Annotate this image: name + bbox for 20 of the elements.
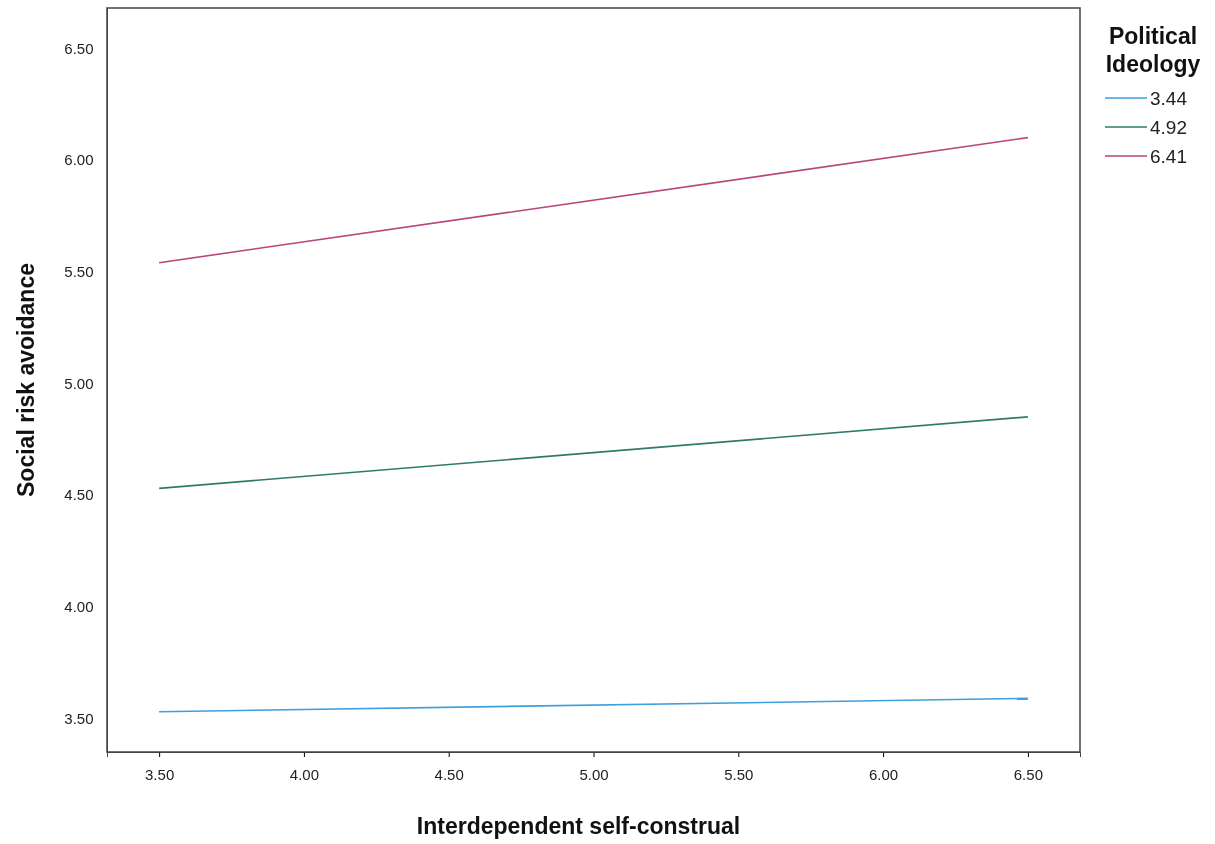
x-tick-label: 4.00 xyxy=(289,765,320,783)
y-tick-label: 4.00 xyxy=(64,598,94,616)
x-tick-label: 5.50 xyxy=(724,765,754,783)
legend-label: 3.44 xyxy=(1150,88,1188,109)
y-tick-label: 4.50 xyxy=(64,486,94,504)
y-axis-title: Social risk avoidance xyxy=(13,263,39,497)
y-tick-label: 6.50 xyxy=(64,39,94,57)
y-tick-label: 3.50 xyxy=(64,709,94,727)
y-tick-label: 6.00 xyxy=(64,151,94,169)
legend-label: 4.92 xyxy=(1150,117,1187,138)
x-tick-label: 4.50 xyxy=(434,765,464,783)
y-tick-label: 5.50 xyxy=(64,262,94,280)
x-tick-label: 6.00 xyxy=(868,765,899,783)
legend-label: 6.41 xyxy=(1150,146,1187,167)
x-axis-title: Interdependent self-construal xyxy=(416,813,741,839)
x-tick-label: 6.50 xyxy=(1013,765,1043,783)
x-tick-label: 5.00 xyxy=(579,765,609,783)
x-tick-label: 3.50 xyxy=(145,765,175,783)
legend-title: Political Ideology xyxy=(1105,23,1201,77)
y-tick-label: 5.00 xyxy=(64,374,94,392)
